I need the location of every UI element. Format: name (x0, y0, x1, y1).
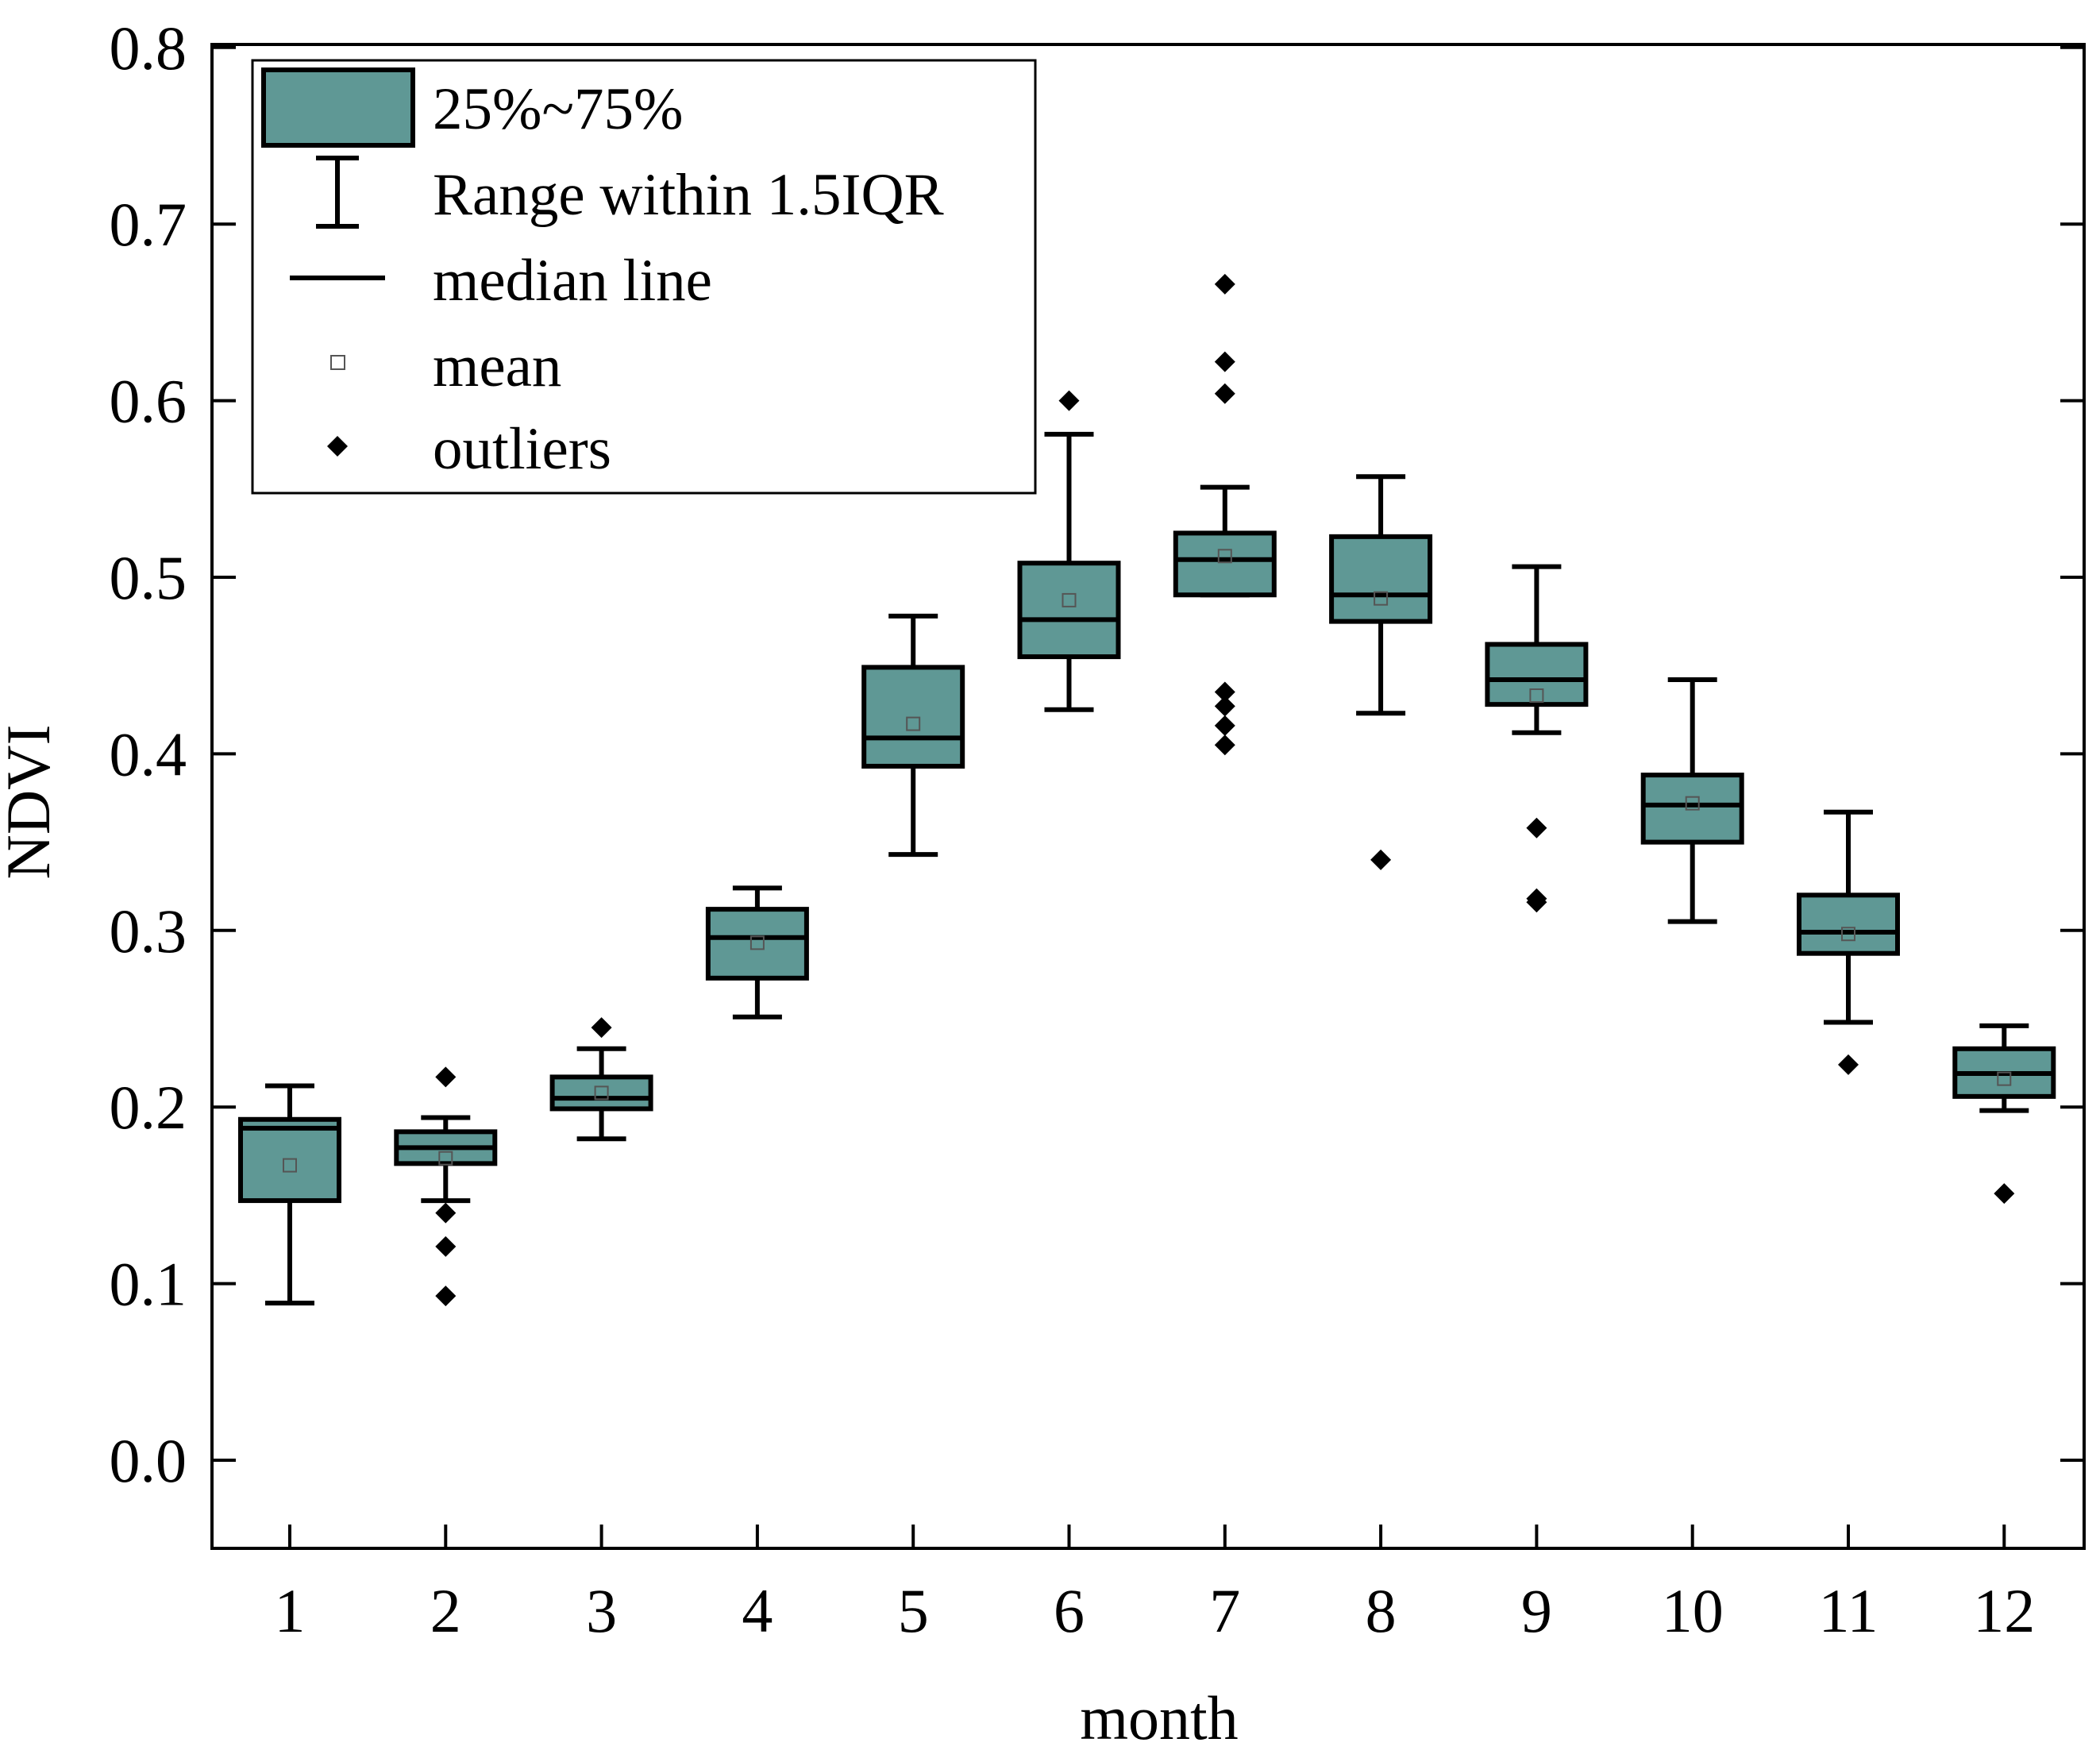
x-tick-label: 9 (1521, 1576, 1552, 1645)
box-month-1 (238, 1083, 341, 1306)
iqr-box (1485, 642, 1589, 707)
legend-outlier-marker (327, 436, 348, 457)
iqr-box (549, 1074, 653, 1112)
y-axis-label: NDVI (0, 725, 63, 880)
y-tick-label: 0.6 (110, 367, 187, 436)
y-tick-label: 0.5 (110, 543, 187, 612)
x-axis-label: month (1080, 1683, 1238, 1752)
mean-marker (1529, 688, 1544, 704)
mean-marker (1997, 1071, 2012, 1086)
mean-marker (1217, 549, 1232, 564)
x-tick-label: 7 (1209, 1576, 1240, 1645)
box-month-4 (705, 885, 809, 1020)
x-tick-label: 1 (275, 1576, 306, 1645)
mean-marker (1374, 591, 1389, 606)
box-month-8 (1329, 474, 1433, 870)
legend: 25%~75% Range within 1.5IQR median line … (251, 59, 1037, 495)
x-tick-label: 4 (742, 1576, 773, 1645)
outlier-point (1526, 892, 1547, 913)
mean-marker (594, 1085, 609, 1101)
outlier-point (435, 1286, 457, 1307)
axes: 0.00.10.20.30.40.50.60.70.81 2 3 4 5 6 7 8 9 10 11… (110, 13, 2086, 1645)
outlier-point (1214, 383, 1235, 404)
mean-marker (906, 716, 921, 731)
box-month-9 (1485, 564, 1589, 913)
outlier-point (1214, 696, 1235, 717)
mean-marker (1062, 592, 1077, 607)
x-tick-label: 2 (430, 1576, 461, 1645)
y-tick-label: 0.3 (110, 896, 187, 966)
x-tick-label: 12 (1973, 1576, 2035, 1645)
mean-marker (749, 935, 765, 950)
x-tick-label: 6 (1054, 1576, 1085, 1645)
outlier-point (1214, 715, 1235, 736)
outlier-point (1370, 849, 1392, 870)
legend-mean-marker (330, 355, 345, 370)
outlier-point (435, 1236, 457, 1257)
outlier-point (1058, 390, 1080, 411)
outlier-point (1214, 273, 1235, 295)
y-tick-label: 0.8 (110, 13, 187, 83)
y-tick-label: 0.1 (110, 1250, 187, 1319)
outlier-point (1214, 681, 1235, 703)
box-month-2 (394, 1066, 498, 1307)
legend-label-whisker: Range within 1.5IQR (433, 162, 944, 228)
x-tick-label: 5 (898, 1576, 929, 1645)
box-month-12 (1952, 1023, 2056, 1205)
plot-area (238, 273, 2056, 1307)
outlier-point (1838, 1054, 1859, 1075)
y-tick-label: 0.0 (110, 1426, 187, 1495)
iqr-box (238, 1116, 341, 1204)
legend-whisker-symbol (316, 156, 359, 229)
y-tick-label: 0.7 (110, 190, 187, 259)
x-tick-label: 11 (1818, 1576, 1878, 1645)
outlier-point (435, 1066, 457, 1088)
mean-marker (1841, 927, 1855, 942)
x-tick-label: 8 (1366, 1576, 1397, 1645)
legend-label-median: median line (433, 248, 712, 314)
outlier-point (1214, 351, 1235, 372)
x-tick-label: 3 (586, 1576, 617, 1645)
mean-marker (438, 1151, 453, 1166)
mean-marker (1685, 796, 1700, 811)
box-month-11 (1797, 809, 1900, 1075)
box-month-7 (1173, 273, 1277, 756)
y-tick-label: 0.2 (110, 1073, 187, 1142)
iqr-box (1329, 534, 1433, 624)
iqr-box (1797, 892, 1900, 956)
plot-frame (210, 43, 2086, 1550)
iqr-box (1640, 773, 1744, 845)
legend-box-swatch (261, 67, 415, 148)
box-month-3 (549, 1017, 653, 1142)
iqr-box (1017, 561, 1121, 660)
legend-label-box: 25%~75% (433, 76, 684, 142)
legend-label-outlier: outliers (433, 416, 611, 482)
box-month-10 (1640, 677, 1744, 924)
x-tick-label: 10 (1662, 1576, 1724, 1645)
y-tick-label: 0.4 (110, 719, 187, 788)
iqr-box (705, 907, 809, 981)
outlier-point (1214, 734, 1235, 756)
outlier-point (1994, 1183, 2015, 1205)
outlier-point (435, 1202, 457, 1224)
box-month-6 (1017, 390, 1121, 712)
box-month-5 (861, 613, 965, 858)
outlier-point (591, 1017, 612, 1039)
iqr-box (1173, 530, 1277, 598)
outlier-point (1526, 817, 1547, 838)
mean-marker (283, 1158, 297, 1173)
legend-label-mean: mean (433, 333, 561, 399)
